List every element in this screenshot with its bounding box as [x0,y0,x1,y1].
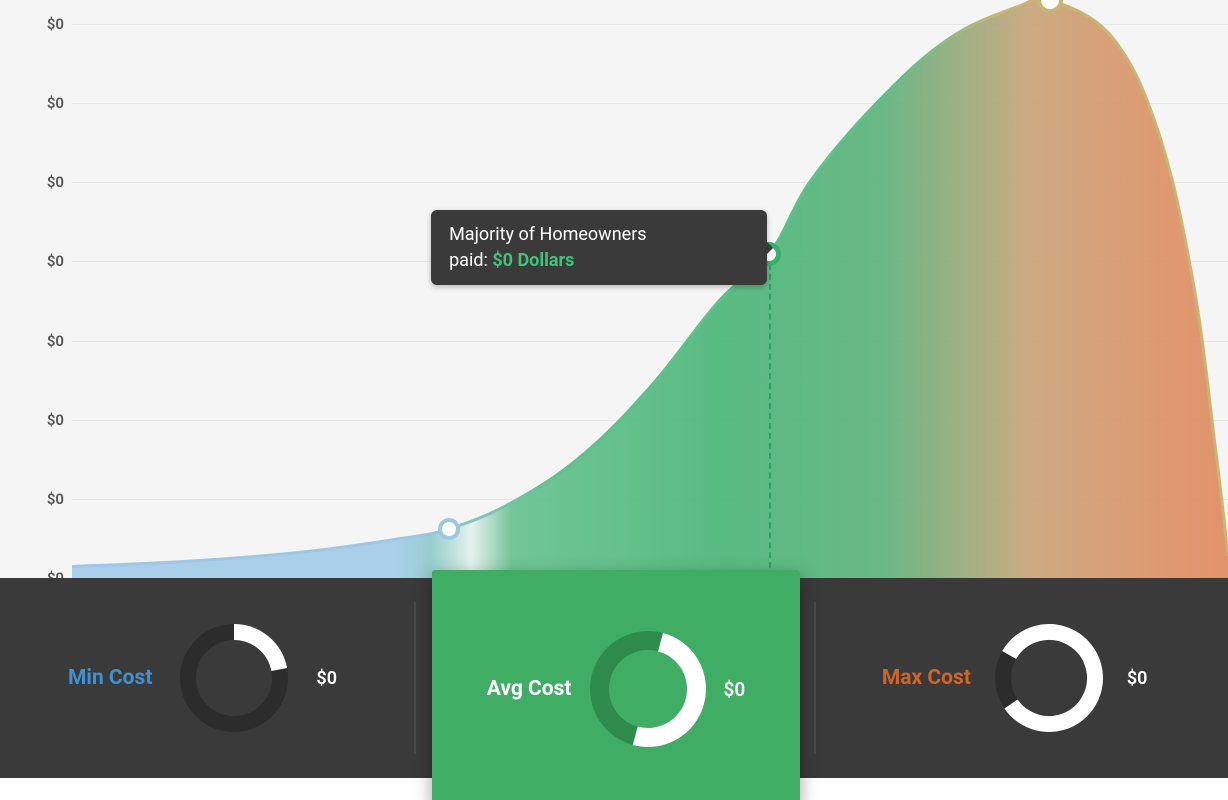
max-cost-panel: Max Cost $0 [825,578,1204,778]
y-axis-label: $0 [47,411,64,429]
avg-cost-value: $0 [724,678,746,701]
avg-cost-donut [590,631,706,747]
avg-cost-card: Avg Cost $0 [432,570,800,800]
plot-region: Majority of Homeowners paid: $0 Dollars [72,0,1228,578]
separator [814,602,816,754]
min-marker [438,518,460,540]
y-axis-label: $0 [47,173,64,191]
separator [414,602,416,754]
chart-area: $0$0$0$0$0$0$0$0 Majority of Homeowners … [0,0,1228,578]
max-cost-value: $0 [1127,668,1148,689]
min-cost-value: $0 [316,668,337,689]
avg-cost-label: Avg Cost [487,677,572,701]
y-axis-label: $0 [47,332,64,350]
tooltip-line2: paid: $0 Dollars [449,248,749,273]
max-cost-donut [995,624,1103,732]
y-axis-label: $0 [47,94,64,112]
tooltip-amount: $0 Dollars [492,250,574,271]
min-cost-panel: Min Cost $0 [48,578,447,778]
tooltip: Majority of Homeowners paid: $0 Dollars [431,210,767,284]
summary-panel: Min Cost $0 Max Cost $0 Avg Cost $0 [0,578,1228,778]
min-cost-donut [180,624,288,732]
avg-guideline [769,254,771,578]
y-axis-label: $0 [47,252,64,270]
min-cost-label: Min Cost [68,666,152,690]
tooltip-prefix: paid: [449,250,492,271]
tooltip-line1: Majority of Homeowners [449,222,749,247]
y-axis-label: $0 [47,490,64,508]
max-cost-label: Max Cost [882,666,971,690]
y-axis-label: $0 [47,15,64,33]
area-chart-svg [72,0,1228,578]
